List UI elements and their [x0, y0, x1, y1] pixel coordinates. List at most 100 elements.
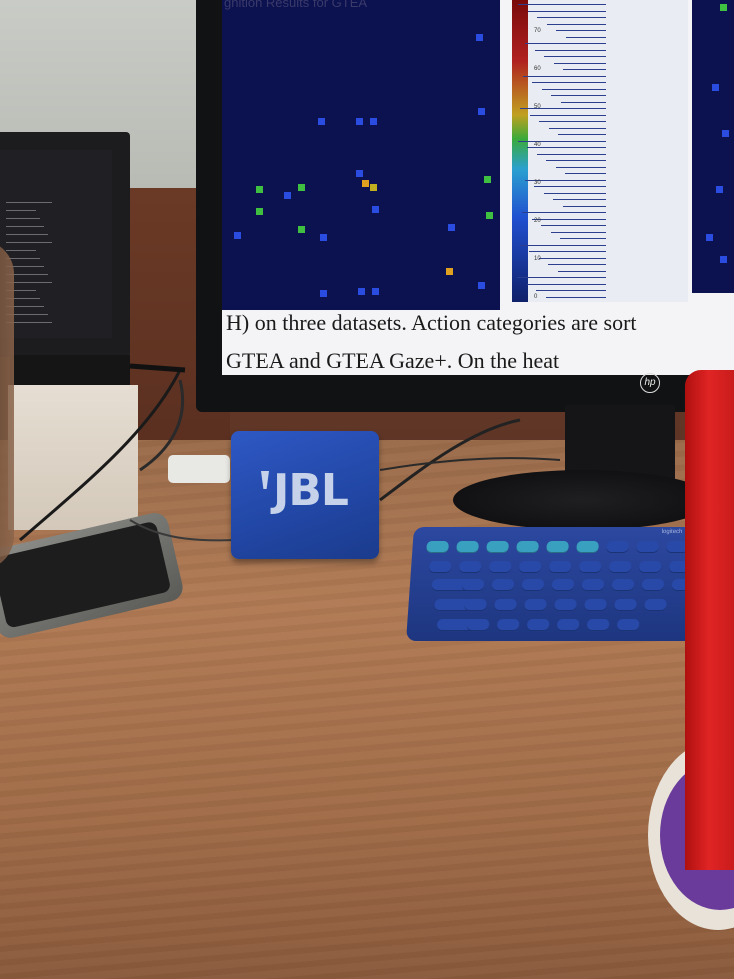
- hp-logo-icon: hp: [640, 373, 660, 393]
- row-label-line: [544, 56, 606, 57]
- file-list-row: [6, 282, 52, 283]
- row-label-line: [546, 160, 606, 161]
- heatmap-cell: [298, 226, 305, 233]
- cardboard-box: [8, 385, 138, 530]
- keyboard-key: [524, 599, 547, 611]
- keyboard-key: [616, 619, 640, 631]
- monitor-base: [453, 470, 713, 530]
- row-label-line: [541, 225, 606, 226]
- colorbar-tick-label: 30: [534, 180, 541, 186]
- file-list-row: [6, 202, 52, 203]
- keyboard-key: [584, 599, 607, 611]
- colorbar-tick-label: 10: [534, 256, 541, 262]
- file-list-row: [6, 226, 44, 227]
- colorbar-tick-label: 20: [534, 218, 541, 224]
- file-list-row: [6, 234, 48, 235]
- keyboard-key: [606, 541, 630, 553]
- heatmap-cell: [706, 234, 713, 241]
- colorbar-tick-label: 60: [534, 66, 541, 72]
- keyboard-key: [611, 579, 635, 591]
- row-label-line: [536, 153, 606, 155]
- keyboard-key: [494, 599, 517, 611]
- heatmap-cell: [370, 118, 377, 125]
- keyboard-key: [426, 541, 450, 553]
- keyboard-key: [461, 579, 485, 591]
- row-label-line: [545, 296, 606, 298]
- heatmap-cell: [370, 184, 377, 191]
- row-label-line: [555, 166, 606, 168]
- keyboard-key: [496, 619, 520, 631]
- colorbar-tick-label: 0: [534, 294, 538, 300]
- keyboard-key: [486, 541, 510, 553]
- keyboard-key: [586, 619, 610, 631]
- colorbar-tick-label: 50: [534, 104, 541, 110]
- keyboard-key: [518, 561, 542, 573]
- file-list-row: [6, 242, 52, 243]
- row-label-line: [534, 186, 606, 187]
- keyboard-key: [551, 579, 575, 591]
- keyboard-key: [526, 619, 550, 631]
- secondary-monitor-screen: [0, 150, 112, 338]
- heatmap-cell: [448, 224, 455, 231]
- row-label-line: [553, 199, 606, 200]
- heatmap-cell: [720, 4, 727, 11]
- row-label-line: [550, 231, 606, 233]
- colorbar-tick-label: 40: [534, 142, 541, 148]
- keyboard-key: [644, 599, 667, 611]
- heatmap-cell: [358, 288, 365, 295]
- row-label-line: [565, 173, 606, 174]
- heatmap-panel: gnition Results for GTEA: [222, 0, 500, 310]
- file-list-row: [6, 210, 36, 211]
- file-list-row: [6, 298, 40, 299]
- file-list-row: [6, 290, 36, 291]
- keyboard-key: [578, 561, 602, 573]
- row-label-line: [534, 49, 606, 51]
- row-label-line: [553, 62, 606, 64]
- heatmap-row-labels: [517, 0, 688, 302]
- file-list-row: [6, 250, 36, 251]
- paper-caption-line-2: GTEA and GTEA Gaze+. On the heat: [226, 348, 560, 373]
- file-list-row: [6, 258, 40, 259]
- main-monitor-screen: gnition Results for GTEA 70 60 50 40 30 20 10 0…: [222, 0, 734, 375]
- heatmap-cell: [722, 130, 729, 137]
- heatmap-cell: [298, 184, 305, 191]
- row-label-line: [548, 264, 606, 265]
- row-label-line: [543, 192, 606, 194]
- heatmap-cell: [484, 176, 491, 183]
- heatmap-cell: [356, 118, 363, 125]
- keyboard-key: [638, 561, 662, 573]
- heatmap-panel-right: [692, 0, 734, 293]
- row-label-line: [532, 82, 606, 83]
- heatmap-cell: [476, 34, 483, 41]
- row-label-line: [565, 36, 606, 38]
- heatmap-cell: [318, 118, 325, 125]
- heatmap-cell: [256, 208, 263, 215]
- file-list-row: [6, 322, 52, 323]
- keyboard-key: [576, 541, 600, 553]
- row-label-line: [522, 212, 606, 213]
- heatmap-cell: [234, 232, 241, 239]
- heatmap-cell: [712, 84, 719, 91]
- keyboard-key: [456, 541, 480, 553]
- row-label-line: [548, 127, 606, 129]
- row-label-line: [537, 17, 606, 18]
- row-label-line: [526, 283, 606, 285]
- row-label-line: [560, 238, 606, 239]
- keyboard-key: [554, 599, 577, 611]
- heatmap-cell: [716, 186, 723, 193]
- heatmap-cell: [372, 206, 379, 213]
- file-list-row: [6, 314, 48, 315]
- row-label-line: [546, 23, 606, 25]
- colorbar-tick-label: 70: [534, 28, 541, 34]
- row-label-line: [551, 95, 606, 96]
- colorbar-ticks: 70 60 50 40 30 20 10 0: [534, 0, 548, 302]
- heatmap-cell: [478, 108, 485, 115]
- row-label-line: [519, 244, 606, 246]
- heatmap-cell: [320, 290, 327, 297]
- heatmap-cell: [486, 212, 493, 219]
- file-list-row: [6, 306, 44, 307]
- heatmap-cell: [356, 170, 363, 177]
- row-label-line: [558, 134, 606, 135]
